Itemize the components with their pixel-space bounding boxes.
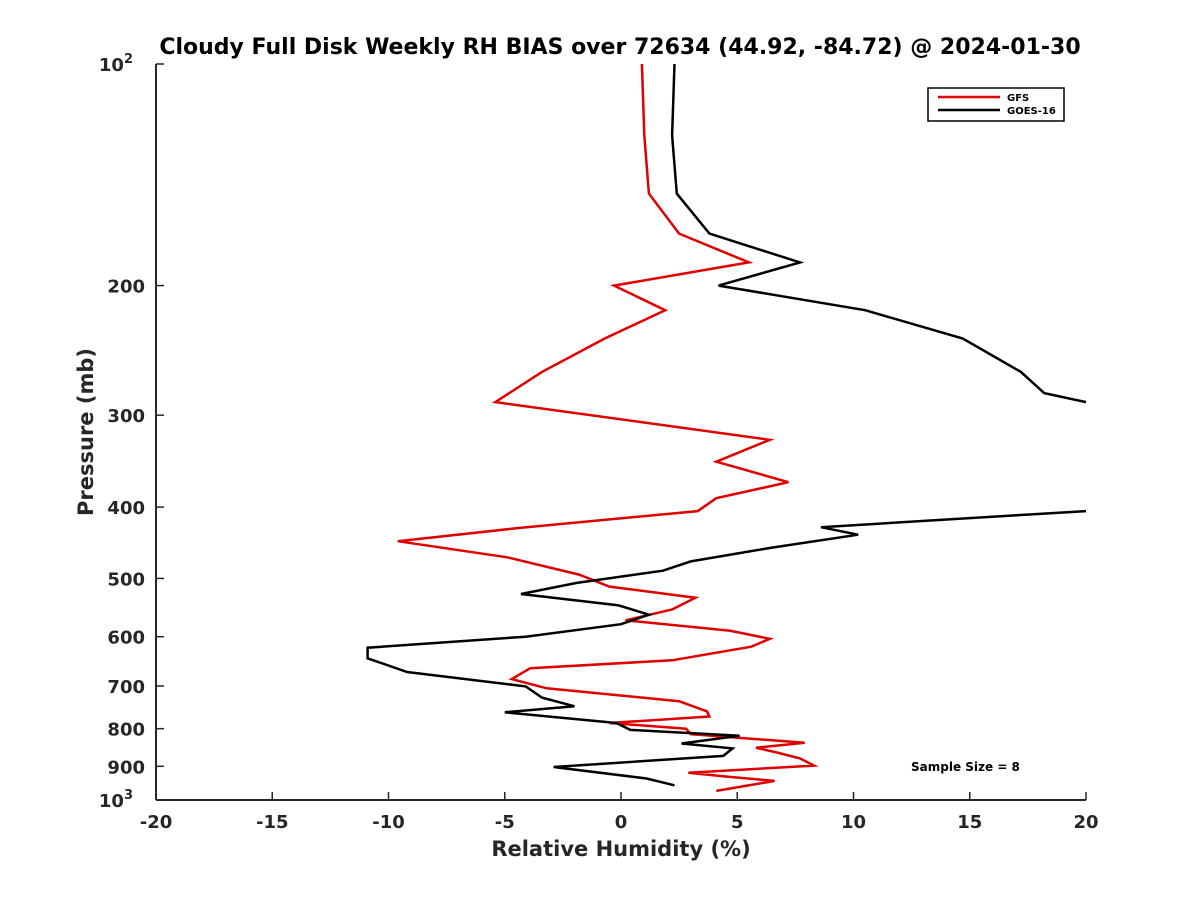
x-tick-label: -10 (372, 812, 405, 833)
y-tick-label: 700 (107, 677, 145, 698)
x-axis-label: Relative Humidity (%) (491, 837, 750, 861)
x-tick-label: 20 (1073, 812, 1098, 833)
x-tick-label: 5 (731, 812, 744, 833)
series-line-goes-16 (366, 63, 1087, 787)
y-axis-label: Pressure (mb) (74, 348, 98, 516)
legend-label: GFS (1007, 93, 1029, 104)
y-tick-label: 300 (107, 406, 145, 427)
x-tick-label: 10 (841, 812, 866, 833)
x-tick-label: 15 (957, 812, 982, 833)
y-tick-label: 500 (107, 569, 145, 590)
y-tick-label: 200 (107, 277, 145, 298)
sample-size-annotation: Sample Size = 8 (911, 760, 1020, 774)
x-axis-ticks: -20 -15 -10 -5 0 5 10 15 20 (140, 792, 1099, 833)
legend: GFS GOES-16 (927, 87, 1065, 122)
x-tick-label: -5 (495, 812, 515, 833)
legend-label: GOES-16 (1007, 106, 1056, 117)
y-tick-label: 400 (107, 498, 145, 519)
y-tick-label: 600 (107, 628, 145, 649)
chart-title: Cloudy Full Disk Weekly RH BIAS over 726… (159, 35, 1080, 60)
series-line-gfs (397, 63, 819, 793)
x-tick-label: 0 (615, 812, 628, 833)
y-tick-label: 900 (107, 757, 145, 778)
legend-box (927, 87, 1065, 122)
y-tick-label: 800 (107, 720, 145, 741)
series-layer (366, 63, 1087, 793)
x-tick-label: -15 (256, 812, 289, 833)
x-tick-label: -20 (140, 812, 173, 833)
y-tick-label: 103 (99, 788, 133, 812)
